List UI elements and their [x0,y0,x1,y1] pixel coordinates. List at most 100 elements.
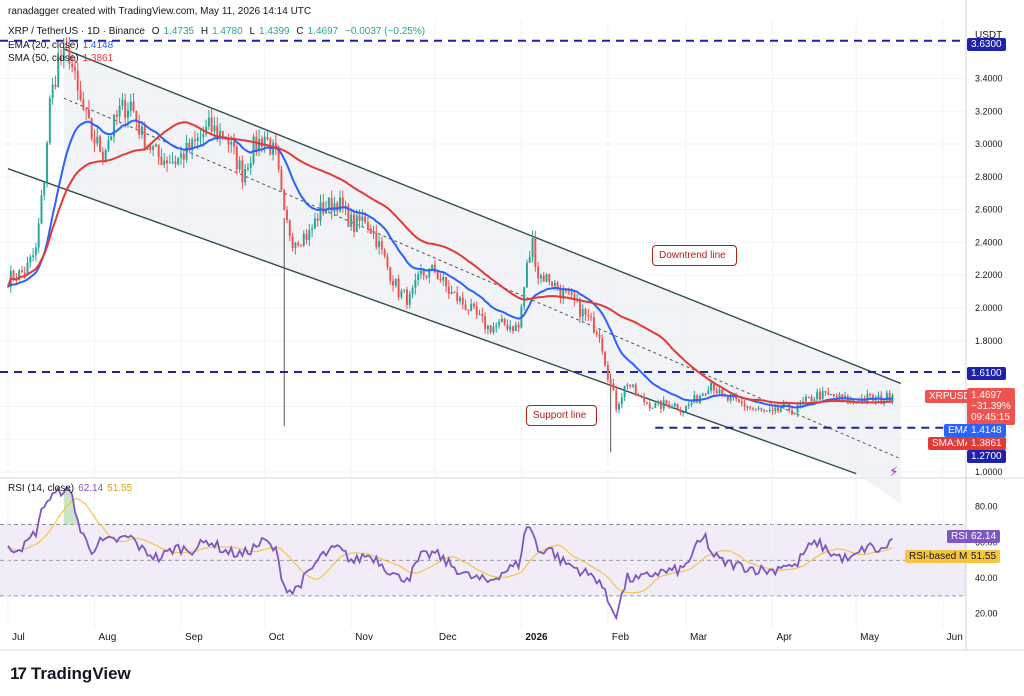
candle-body [807,396,810,398]
tradingview-brand[interactable]: 17 TradingView [10,664,131,684]
candle-body [459,297,461,302]
candle-body [492,326,495,333]
candle-body [378,241,381,248]
candle-body [325,209,328,214]
candle-body [118,105,121,117]
support-line [7,167,857,475]
candle-body [779,408,782,412]
symbol-title: XRP / TetherUS · 1D · Binance [8,26,145,37]
candle-body [386,256,389,268]
candle-body [743,403,746,407]
open-value: 1.4735 [163,26,195,37]
candle-body [260,138,263,147]
candle-body [682,412,685,414]
ema-legend[interactable]: EMA (20, close) 1.4148 [8,40,117,51]
candle-body [205,126,208,135]
candle-body [68,47,71,64]
candle-body [330,197,333,212]
candle-body [830,394,833,396]
sma-legend-label: SMA (50, close) [8,53,79,64]
rsi-line [7,485,893,621]
candle-body [749,407,752,409]
candle-body [43,182,46,196]
rsi-axis-tag: 62.14 [967,530,1001,543]
rsi-pane [0,524,966,597]
candle-body [366,222,369,229]
candle-body [838,394,841,399]
candle-body [168,162,171,164]
candle-body [481,313,484,317]
candle-body [433,265,436,272]
candle-body [180,153,182,158]
price-tick-label: 1.0000 [975,467,1003,477]
candle-body [422,270,425,276]
candle-body [517,324,520,328]
candle-body [556,282,559,290]
sma-legend[interactable]: SMA (50, close) 1.3861 [8,53,117,64]
candle-body [704,393,707,395]
candle-body [23,272,26,275]
candle-body [352,214,355,232]
candle-body [299,245,302,247]
candle-body [601,338,604,352]
candle-body [185,142,188,160]
candle-body [732,396,735,398]
candle-body [871,395,874,401]
candle-body [804,396,807,402]
candle-body [640,396,643,398]
candle-body [71,63,74,68]
price-tick-label: 3.0000 [975,139,1003,149]
candle-body [567,291,570,293]
candle-body [509,326,512,330]
candle-body [715,390,718,393]
candle-body [710,382,713,391]
candle-body [62,46,65,61]
candle-body [445,276,448,287]
candle-body [40,195,43,224]
downtrend-line-annotation[interactable]: Downtrend line [652,245,737,266]
candle-body [163,160,166,165]
candle-body [721,389,724,396]
candle-body [637,394,640,397]
candle-body [810,396,813,402]
candle-body [277,148,280,170]
candle-body [768,409,771,411]
rsi-legend[interactable]: RSI (14, close) 62.14 51.55 [8,483,136,494]
candle-body [369,228,372,234]
support-line-annotation[interactable]: Support line [526,405,598,426]
candle-body [565,289,567,292]
candle-body [760,408,763,410]
candle-body [685,405,687,413]
candle-body [140,126,143,135]
time-tick-label: Aug [98,632,116,643]
last-price: 1.4697 [971,390,1002,401]
candle-body [645,402,648,404]
candle-body [687,404,690,406]
candle-body [104,149,107,160]
candle-body [774,407,777,412]
candle-body [584,309,587,315]
candle-body [54,84,57,87]
candle-body [478,313,481,315]
candle-body [246,167,249,169]
time-tick-label: May [860,632,879,643]
candle-body [442,276,445,281]
candle-body [718,389,721,393]
candle-body [154,144,157,147]
close-value: 1.4697 [307,26,339,37]
candle-body [765,410,768,412]
candle-body [193,139,196,142]
candle-body [866,393,869,402]
rsi-series [7,485,893,621]
candle-body [32,255,35,257]
candle-body [528,257,531,263]
candle-body [7,286,9,288]
candle-body [394,278,397,286]
candle-body [305,233,308,240]
candle-body [375,232,378,248]
candle-body [428,268,431,278]
candle-body [777,407,780,412]
candle-body [498,321,501,326]
